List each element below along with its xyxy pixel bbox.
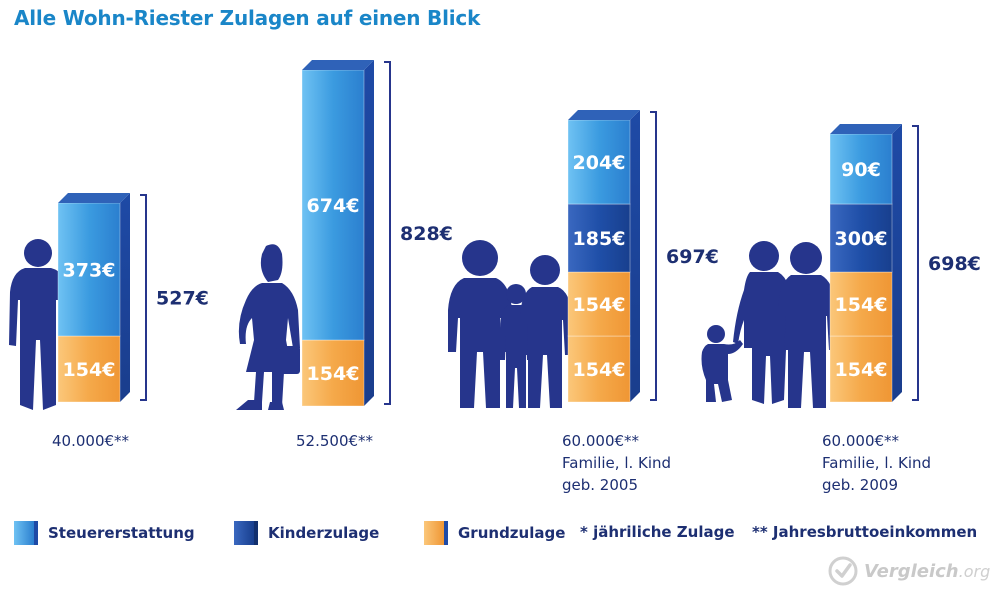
bar-top-face <box>302 60 374 70</box>
segment-value-label: 300€ <box>835 228 888 250</box>
category-caption-2: 52.500€** <box>296 430 373 452</box>
total-value-label: 697€ <box>666 246 719 268</box>
family-older-child-silhouette <box>448 240 572 408</box>
legend-label-kinder: Kinderzulage <box>268 524 380 542</box>
segment-value-label: 373€ <box>63 260 116 282</box>
chart-title: Alle Wohn-Riester Zulagen auf einen Blic… <box>14 6 481 30</box>
legend-swatch-grund <box>424 521 448 545</box>
segment-value-label: 154€ <box>307 363 360 385</box>
segment-value-label: 204€ <box>573 152 626 174</box>
total-bracket <box>912 125 919 401</box>
segment-value-label: 674€ <box>307 195 360 217</box>
watermark-brand: Vergleich <box>864 560 959 582</box>
category-caption-1: 40.000€** <box>52 430 129 452</box>
bar-group-4: 154€ 154€ 300€ 90€ <box>829 124 902 403</box>
bar-side-face <box>892 124 902 402</box>
legend-item-grund: Grundzulage <box>424 521 565 545</box>
total-value-label: 828€ <box>400 223 453 245</box>
caption-income: 60.000€** <box>562 432 640 450</box>
total-bracket <box>650 111 657 401</box>
check-circle-icon <box>828 556 858 586</box>
bar-segment-steuer <box>567 119 631 205</box>
caption-income: 40.000€** <box>52 432 130 450</box>
bar-group-1: 154€ 373€ <box>57 193 130 403</box>
segment-value-label: 90€ <box>841 159 881 181</box>
category-caption-3: 60.000€** Familie, l. Kind geb. 2005 <box>562 430 671 496</box>
caption-income: 60.000€** <box>822 432 900 450</box>
bar-side-face <box>120 193 130 402</box>
bar-segment-grund <box>567 335 631 403</box>
single-man-silhouette <box>9 239 68 410</box>
bar-top-face <box>830 124 902 134</box>
single-woman-silhouette <box>236 244 300 410</box>
legend-swatch-kinder <box>234 521 258 545</box>
bar-segment-grund <box>829 335 893 403</box>
segment-value-label: 154€ <box>835 294 888 316</box>
bar-side-face <box>364 60 374 406</box>
total-value-label: 527€ <box>156 288 209 310</box>
total-value-label: 698€ <box>928 253 981 275</box>
note-income: ** Jahresbruttoeinkommen <box>752 523 978 541</box>
segment-value-label: 185€ <box>573 228 626 250</box>
family-toddler-silhouette <box>701 241 836 408</box>
bar-top-face <box>58 193 130 203</box>
segment-value-label: 154€ <box>573 359 626 381</box>
bar-segment-grund <box>57 335 121 403</box>
total-bracket <box>140 194 147 401</box>
bar-segment-grund <box>829 271 893 337</box>
bar-segment-steuer <box>829 133 893 205</box>
legend-item-steuer: Steuererstattung <box>14 521 195 545</box>
legend-label-grund: Grundzulage <box>458 524 566 542</box>
bar-segment-steuer <box>57 202 121 337</box>
watermark: Vergleich.org <box>828 556 990 586</box>
bar-top-face <box>568 110 640 120</box>
caption-family: Familie, l. Kind <box>822 454 932 472</box>
note-annual: * jähriliche Zulage <box>580 523 735 541</box>
segment-value-label: 154€ <box>63 359 116 381</box>
legend-label-steuer: Steuererstattung <box>48 524 195 542</box>
caption-birth-year: geb. 2009 <box>822 476 898 494</box>
caption-birth-year: geb. 2005 <box>562 476 638 494</box>
category-caption-4: 60.000€** Familie, l. Kind geb. 2009 <box>822 430 931 496</box>
watermark-suffix: .org <box>958 561 991 581</box>
bar-segment-kinder <box>829 203 893 273</box>
bar-side-face <box>630 110 640 402</box>
bar-segment-grund <box>301 339 365 407</box>
caption-family: Familie, l. Kind <box>562 454 672 472</box>
legend-swatch-steuer <box>14 521 38 545</box>
total-bracket <box>384 61 391 405</box>
segment-value-label: 154€ <box>835 359 888 381</box>
caption-income: 52.500€** <box>296 432 374 450</box>
bar-segment-steuer <box>301 69 365 341</box>
segment-value-label: 154€ <box>573 294 626 316</box>
legend-item-kinder: Kinderzulage <box>234 521 379 545</box>
bar-group-3: 154€ 154€ 185€ 204€ <box>567 110 640 403</box>
bar-group-2: 154€ 674€ <box>301 60 374 407</box>
